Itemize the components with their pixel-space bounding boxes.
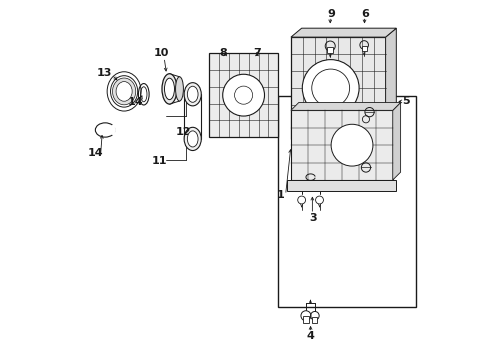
- Ellipse shape: [112, 78, 136, 105]
- Text: 2: 2: [374, 104, 382, 113]
- Bar: [303, 316, 308, 323]
- Text: 2: 2: [376, 161, 384, 171]
- Text: 5: 5: [402, 96, 409, 107]
- Text: 12: 12: [176, 127, 191, 137]
- Text: 14: 14: [87, 148, 103, 158]
- Text: 11: 11: [152, 157, 167, 166]
- Polygon shape: [385, 28, 395, 139]
- Bar: [326, 47, 332, 53]
- Ellipse shape: [175, 77, 183, 101]
- Ellipse shape: [187, 131, 198, 147]
- Text: 14: 14: [127, 98, 143, 108]
- Circle shape: [222, 74, 264, 116]
- Polygon shape: [290, 28, 395, 37]
- Bar: [290, 111, 392, 180]
- Ellipse shape: [187, 86, 198, 102]
- Polygon shape: [392, 103, 400, 180]
- Text: 13: 13: [97, 68, 112, 78]
- Ellipse shape: [184, 83, 201, 106]
- Text: 9: 9: [326, 9, 334, 19]
- Circle shape: [302, 60, 358, 116]
- Polygon shape: [290, 103, 400, 111]
- Bar: [278, 96, 415, 307]
- Ellipse shape: [184, 127, 201, 150]
- Bar: [290, 37, 385, 139]
- Wedge shape: [105, 125, 115, 135]
- Text: 4: 4: [306, 332, 314, 342]
- Text: 3: 3: [309, 212, 317, 222]
- Circle shape: [330, 124, 372, 166]
- Ellipse shape: [164, 78, 174, 100]
- Bar: [312, 317, 317, 323]
- Ellipse shape: [116, 82, 132, 101]
- Bar: [208, 53, 278, 137]
- Text: 7: 7: [253, 48, 260, 58]
- Text: 1: 1: [276, 190, 284, 200]
- Text: 10: 10: [154, 48, 169, 58]
- Bar: [287, 180, 395, 191]
- Text: 8: 8: [219, 48, 226, 58]
- Text: 6: 6: [361, 9, 368, 19]
- Bar: [361, 46, 366, 51]
- Ellipse shape: [162, 74, 177, 104]
